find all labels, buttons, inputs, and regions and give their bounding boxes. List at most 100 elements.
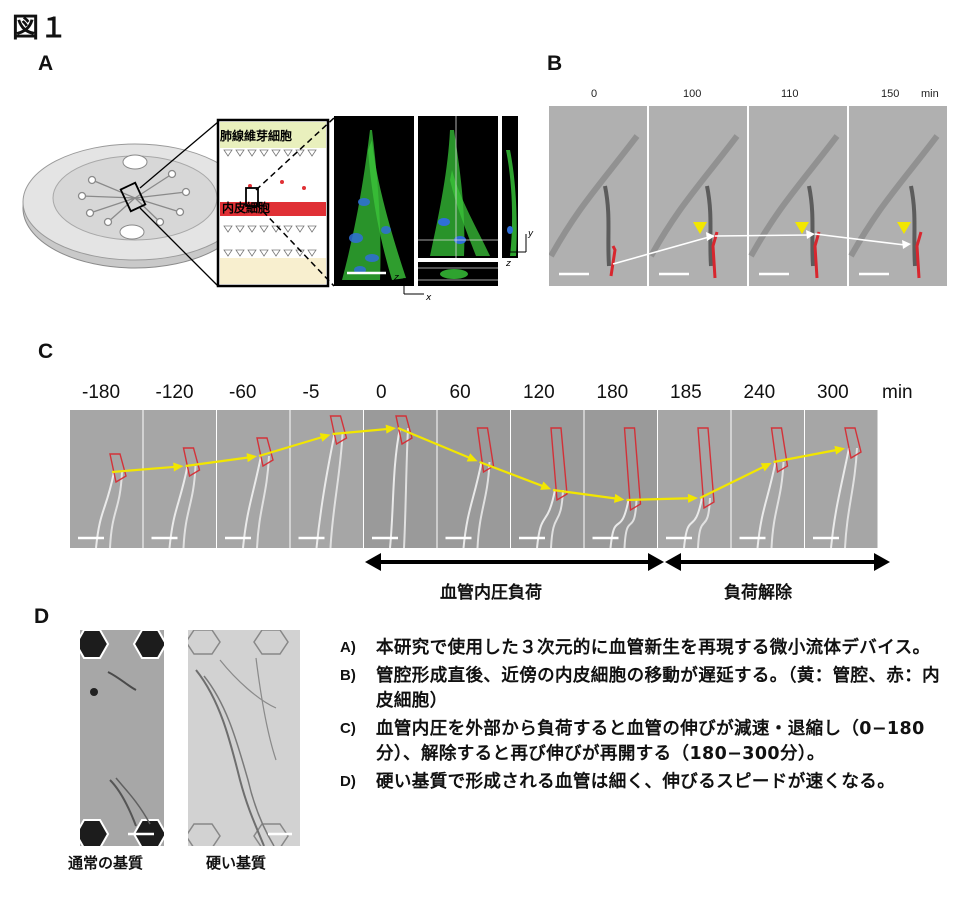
tracking-arrow: [612, 236, 710, 265]
panel-c-timelapse: [70, 410, 878, 549]
panel-c-time-label: -5: [302, 382, 320, 403]
caption-key: D): [340, 773, 356, 790]
release-label: 負荷解除: [724, 583, 792, 603]
panel-c-frame: [805, 410, 878, 549]
tracking-arrowhead: [540, 481, 552, 490]
caption-item: A) 本研究で使用した３次元的に血管新生を再現する微小流体デバイス。: [340, 636, 952, 661]
axis-z-label: z: [393, 273, 399, 283]
figure-caption: A) 本研究で使用した３次元的に血管新生を再現する微小流体デバイス。 B) 管腔形成直…: [340, 636, 952, 798]
panel-b-frame: [648, 106, 747, 286]
tracking-arrow: [479, 460, 545, 488]
caption-item: C) 血管内圧を外部から負荷すると血管の伸びが減速・退縮し（0−180分）、解除す…: [340, 717, 952, 767]
panel-c-time-label: 0: [376, 382, 387, 403]
load-label: 血管内圧負荷: [440, 583, 542, 603]
caption-key: A): [340, 639, 356, 656]
tracking-arrow: [814, 233, 906, 246]
panel-c-time-label: 60: [449, 382, 471, 403]
endothelial-cell-trace: [256, 437, 274, 468]
load-arrow: [365, 553, 664, 571]
lumen-arrowhead: [897, 222, 911, 234]
panel-c-time-label: 185: [670, 382, 702, 403]
caption-key: B): [340, 667, 356, 684]
tracking-arrow: [111, 465, 176, 474]
tracking-arrow: [773, 448, 838, 464]
tracking-arrowhead: [834, 445, 846, 455]
tracking-arrow: [397, 426, 471, 460]
panel-c-frame: [143, 410, 216, 549]
tracking-arrowhead: [614, 493, 625, 503]
endothelial-cell-trace: [550, 427, 568, 502]
panel-b-time-row: 0 100 110 150 min: [549, 88, 949, 108]
axis-indicator-yz: [510, 234, 527, 253]
panel-b-time-label: 110: [781, 88, 799, 100]
confocal-orthogonal-image: [418, 116, 498, 286]
tracking-arrowhead: [385, 424, 397, 434]
panel-c-time-label: 300: [817, 382, 849, 403]
panel-a-graphic: 肺線維芽細胞 内皮細胞 z x: [22, 116, 534, 303]
caption-text: 血管内圧を外部から負荷すると血管の伸びが減速・退縮し（0−180分）、解除すると…: [376, 719, 925, 764]
endothelial-cell-trace: [476, 427, 495, 474]
panel-c-time-row: -180 -120 -60 -5 0 60 120 180 185 240 300 min: [70, 382, 950, 408]
panel-c-frame: [584, 410, 657, 549]
normal-substrate-image: [80, 630, 164, 846]
device-channel-inset: 肺線維芽細胞 内皮細胞: [216, 118, 330, 288]
tracking-arrow: [626, 497, 691, 502]
caption-text: 管腔形成直後、近傍の内皮細胞の移動が遅延する。（黄：管腔、赤：内皮細胞）: [376, 666, 941, 711]
panel-b-time-label: 0: [591, 88, 598, 100]
panel-b-frame: [848, 106, 947, 286]
panel-c-time-label: -180: [82, 382, 121, 403]
lumen-arrowhead: [795, 222, 809, 234]
fibroblast-label: 肺線維芽細胞: [220, 128, 292, 143]
panel-d-images: [80, 630, 300, 846]
axis-indicator-xz: [403, 278, 424, 295]
tracking-arrow: [552, 488, 617, 500]
tracking-arrowhead: [319, 433, 331, 442]
caption-text: 硬い基質で形成される血管は細く、伸びるスピードが速くなる。: [376, 772, 896, 792]
caption-item: D) 硬い基質で形成される血管は細く、伸びるスピードが速くなる。: [340, 770, 952, 795]
panel-a-label: A: [38, 52, 54, 75]
load-period-arrows: [365, 553, 890, 571]
tracking-arrowhead: [806, 230, 815, 239]
tracking-arrowhead: [466, 453, 478, 462]
panel-b-frame: [549, 106, 647, 286]
caption-key: C): [340, 720, 356, 737]
panel-c-label: C: [38, 340, 54, 363]
tracking-arrowhead: [902, 240, 911, 249]
release-arrow: [665, 553, 890, 571]
tracking-arrow: [714, 234, 810, 237]
figure-title: 図１: [12, 13, 68, 44]
tracking-arrowhead: [246, 453, 258, 463]
axis-z2-label: z: [505, 259, 511, 269]
endothelial-cell-trace: [623, 427, 642, 512]
endothelial-cell-trace: [844, 427, 862, 460]
confocal-main-image: [334, 116, 414, 286]
lumen-arrowhead: [693, 222, 707, 234]
panel-c-time-label: 240: [743, 382, 776, 403]
panel-c-unit: min: [882, 382, 913, 403]
endothelial-label: 内皮細胞: [222, 200, 270, 215]
panel-c-time-label: -60: [229, 382, 257, 403]
tracking-arrowhead: [706, 232, 715, 241]
normal-substrate-label: 通常の基質: [68, 854, 144, 872]
confocal-side-image: [502, 116, 518, 258]
tracking-arrowhead: [760, 462, 772, 472]
endothelial-cell-trace: [395, 415, 413, 446]
tracking-arrowhead: [687, 493, 699, 503]
endothelial-cell-trace: [770, 427, 789, 474]
panel-c-time-label: 180: [596, 382, 629, 403]
endothelial-cell-trace: [813, 231, 821, 279]
caption-item: B) 管腔形成直後、近傍の内皮細胞の移動が遅延する。（黄：管腔、赤：内皮細胞）: [340, 664, 952, 714]
tracking-arrow: [332, 427, 389, 436]
panel-c-frame: [70, 410, 143, 549]
tracking-arrow: [699, 465, 766, 499]
panel-b-unit: min: [921, 88, 939, 100]
panel-c-frame: [290, 410, 363, 549]
panel-b-frame: [748, 106, 847, 286]
microfluidic-device: [22, 143, 248, 269]
panel-c-frame: [437, 410, 510, 549]
panel-b-time-label: 100: [683, 88, 702, 100]
stiff-substrate-label: 硬い基質: [206, 854, 267, 872]
panel-c-frame: [731, 410, 804, 549]
axis-x-label: x: [425, 293, 432, 303]
endothelial-cell-trace: [915, 231, 923, 279]
